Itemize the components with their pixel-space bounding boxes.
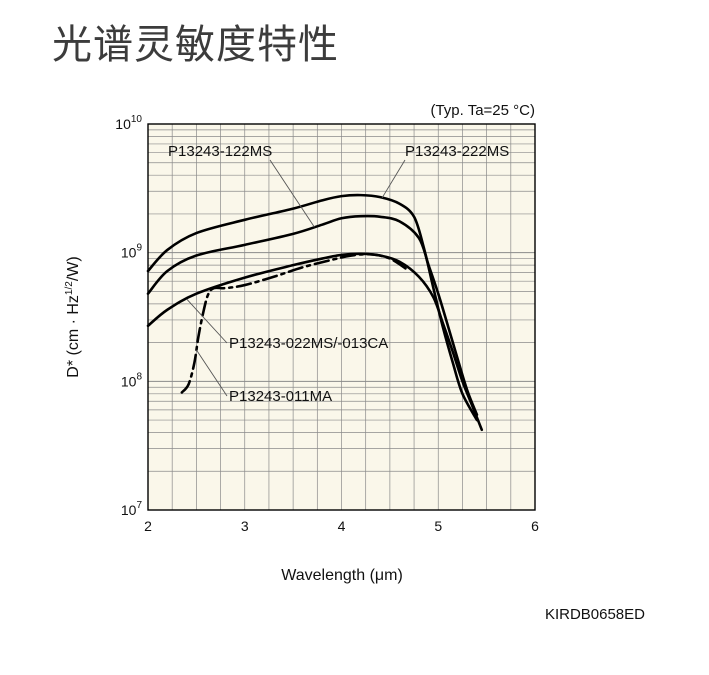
x-tick-label: 5 xyxy=(434,518,442,534)
series-label: P13243-222MS xyxy=(405,143,509,160)
x-tick-label: 6 xyxy=(531,518,539,534)
x-tick-labels: 2 3 4 5 6 xyxy=(144,518,539,534)
leader-line xyxy=(269,159,315,228)
y-axis-label-sup: 1/2 xyxy=(64,281,75,295)
x-tick-label: 4 xyxy=(338,518,346,534)
y-tick-label: 1010 xyxy=(115,114,142,132)
plot-frame xyxy=(147,123,536,511)
y-axis-label-base: D* (cm · Hz xyxy=(65,295,82,378)
x-tick-label: 3 xyxy=(241,518,249,534)
y-tick-labels: 107 108 109 1010 xyxy=(115,114,142,518)
leader-line xyxy=(381,159,406,199)
chart-annotation: (Typ. Ta=25 °C) xyxy=(430,102,535,119)
x-axis-label: Wavelength (μm) xyxy=(281,567,403,584)
leader-line xyxy=(196,349,228,397)
y-tick-label: 109 xyxy=(121,243,143,261)
series-label: P13243-122MS xyxy=(168,143,272,160)
leader-lines xyxy=(186,159,406,397)
figure-code: KIRDB0658ED xyxy=(545,606,645,623)
y-axis-label-tail: /W) xyxy=(65,256,82,281)
curves xyxy=(146,193,484,432)
leader-line xyxy=(186,298,228,344)
page-title: 光谱灵敏度特性 xyxy=(52,22,339,68)
y-tick-label: 108 xyxy=(121,371,143,389)
x-tick-label: 2 xyxy=(144,518,152,534)
series-line-p13243-222ms xyxy=(146,193,479,422)
series-line-p13243-122ms xyxy=(146,214,479,417)
series-label: P13243-022MS/-013CA xyxy=(229,335,388,352)
y-axis-label: D* (cm · Hz1/2/W) xyxy=(64,256,82,377)
y-tick-label: 107 xyxy=(121,500,143,518)
series-labels: P13243-122MS P13243-222MS P13243-022MS/-01… xyxy=(168,143,509,405)
series-label: P13243-011MA xyxy=(229,388,332,405)
